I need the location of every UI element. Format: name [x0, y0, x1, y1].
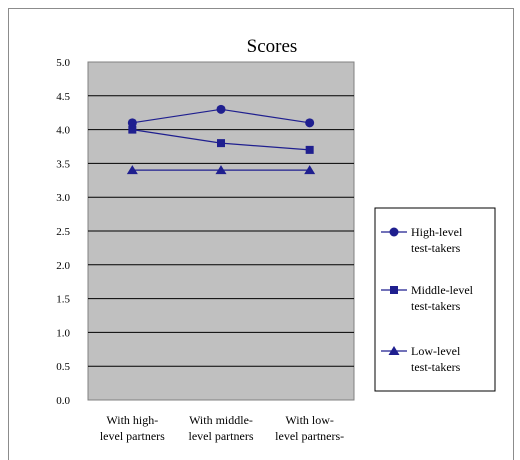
- y-axis-ticks: 0.0 0.5 1.0 1.5 2.0 2.5 3.0 3.5 4.0 4.5 5.0: [56, 57, 70, 407]
- legend-label: Middle-level test-takers: [411, 283, 474, 313]
- y-tick-label: 5.0: [56, 57, 70, 69]
- legend-label: High-level test-takers: [411, 225, 463, 255]
- series-group: [126, 104, 316, 175]
- legend-marker: [388, 346, 400, 355]
- x-category-label: With high-level partners: [100, 413, 165, 443]
- legend-label: Low-level test-takers: [411, 344, 461, 374]
- y-tick-label: 0.0: [56, 395, 70, 407]
- y-tick-label: 2.0: [56, 260, 70, 272]
- data-point: [128, 125, 137, 134]
- y-tick-label: 4.5: [56, 91, 70, 103]
- legend-marker: [389, 227, 399, 237]
- legend-marker: [390, 286, 398, 294]
- data-point: [215, 165, 227, 175]
- y-tick-label: 2.5: [56, 226, 70, 238]
- y-tick-label: 3.0: [56, 192, 70, 204]
- y-tick-label: 1.0: [56, 327, 70, 339]
- data-point: [216, 104, 226, 114]
- x-category-label: With middle-level partners: [189, 413, 254, 443]
- data-point: [126, 165, 138, 175]
- x-category-label: With low-level partners-: [275, 413, 344, 443]
- y-tick-label: 0.5: [56, 361, 70, 373]
- data-point: [304, 165, 316, 175]
- chart-title: Scores: [247, 36, 298, 57]
- data-point: [305, 145, 314, 154]
- y-tick-label: 1.5: [56, 294, 70, 306]
- y-tick-label: 3.5: [56, 158, 70, 170]
- legend-box: [374, 207, 496, 392]
- y-tick-label: 4.0: [56, 125, 70, 137]
- legend: High-level test-takers Middle-level test-ta…: [374, 207, 496, 392]
- data-point: [127, 118, 137, 128]
- gridlines: [88, 95, 354, 367]
- data-point: [305, 118, 315, 128]
- x-axis-categories: With high-level partners With middle-leve…: [100, 413, 344, 443]
- data-point: [217, 139, 225, 148]
